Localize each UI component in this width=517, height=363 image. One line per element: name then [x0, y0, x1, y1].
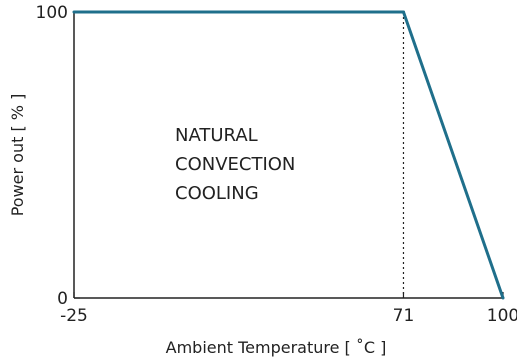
x-axis-label: Ambient Temperature [ ˚C ]: [166, 338, 387, 357]
series-point-0-0: [72, 10, 76, 14]
x-tick-label-1: 71: [393, 306, 415, 326]
x-tick-label-0: -25: [60, 306, 88, 326]
series-point-0-2: [501, 296, 505, 300]
y-axis-label: Power out [ % ]: [8, 94, 27, 217]
x-tick-label-2: 100: [487, 306, 517, 326]
annotation-line-0: NATURAL: [175, 125, 258, 146]
annotation-line-2: COOLING: [175, 183, 259, 204]
y-tick-label-1: 100: [36, 3, 68, 23]
annotation-line-1: CONVECTION: [175, 154, 295, 175]
y-tick-label-0: 0: [57, 289, 68, 309]
series-point-0-1: [401, 10, 405, 14]
